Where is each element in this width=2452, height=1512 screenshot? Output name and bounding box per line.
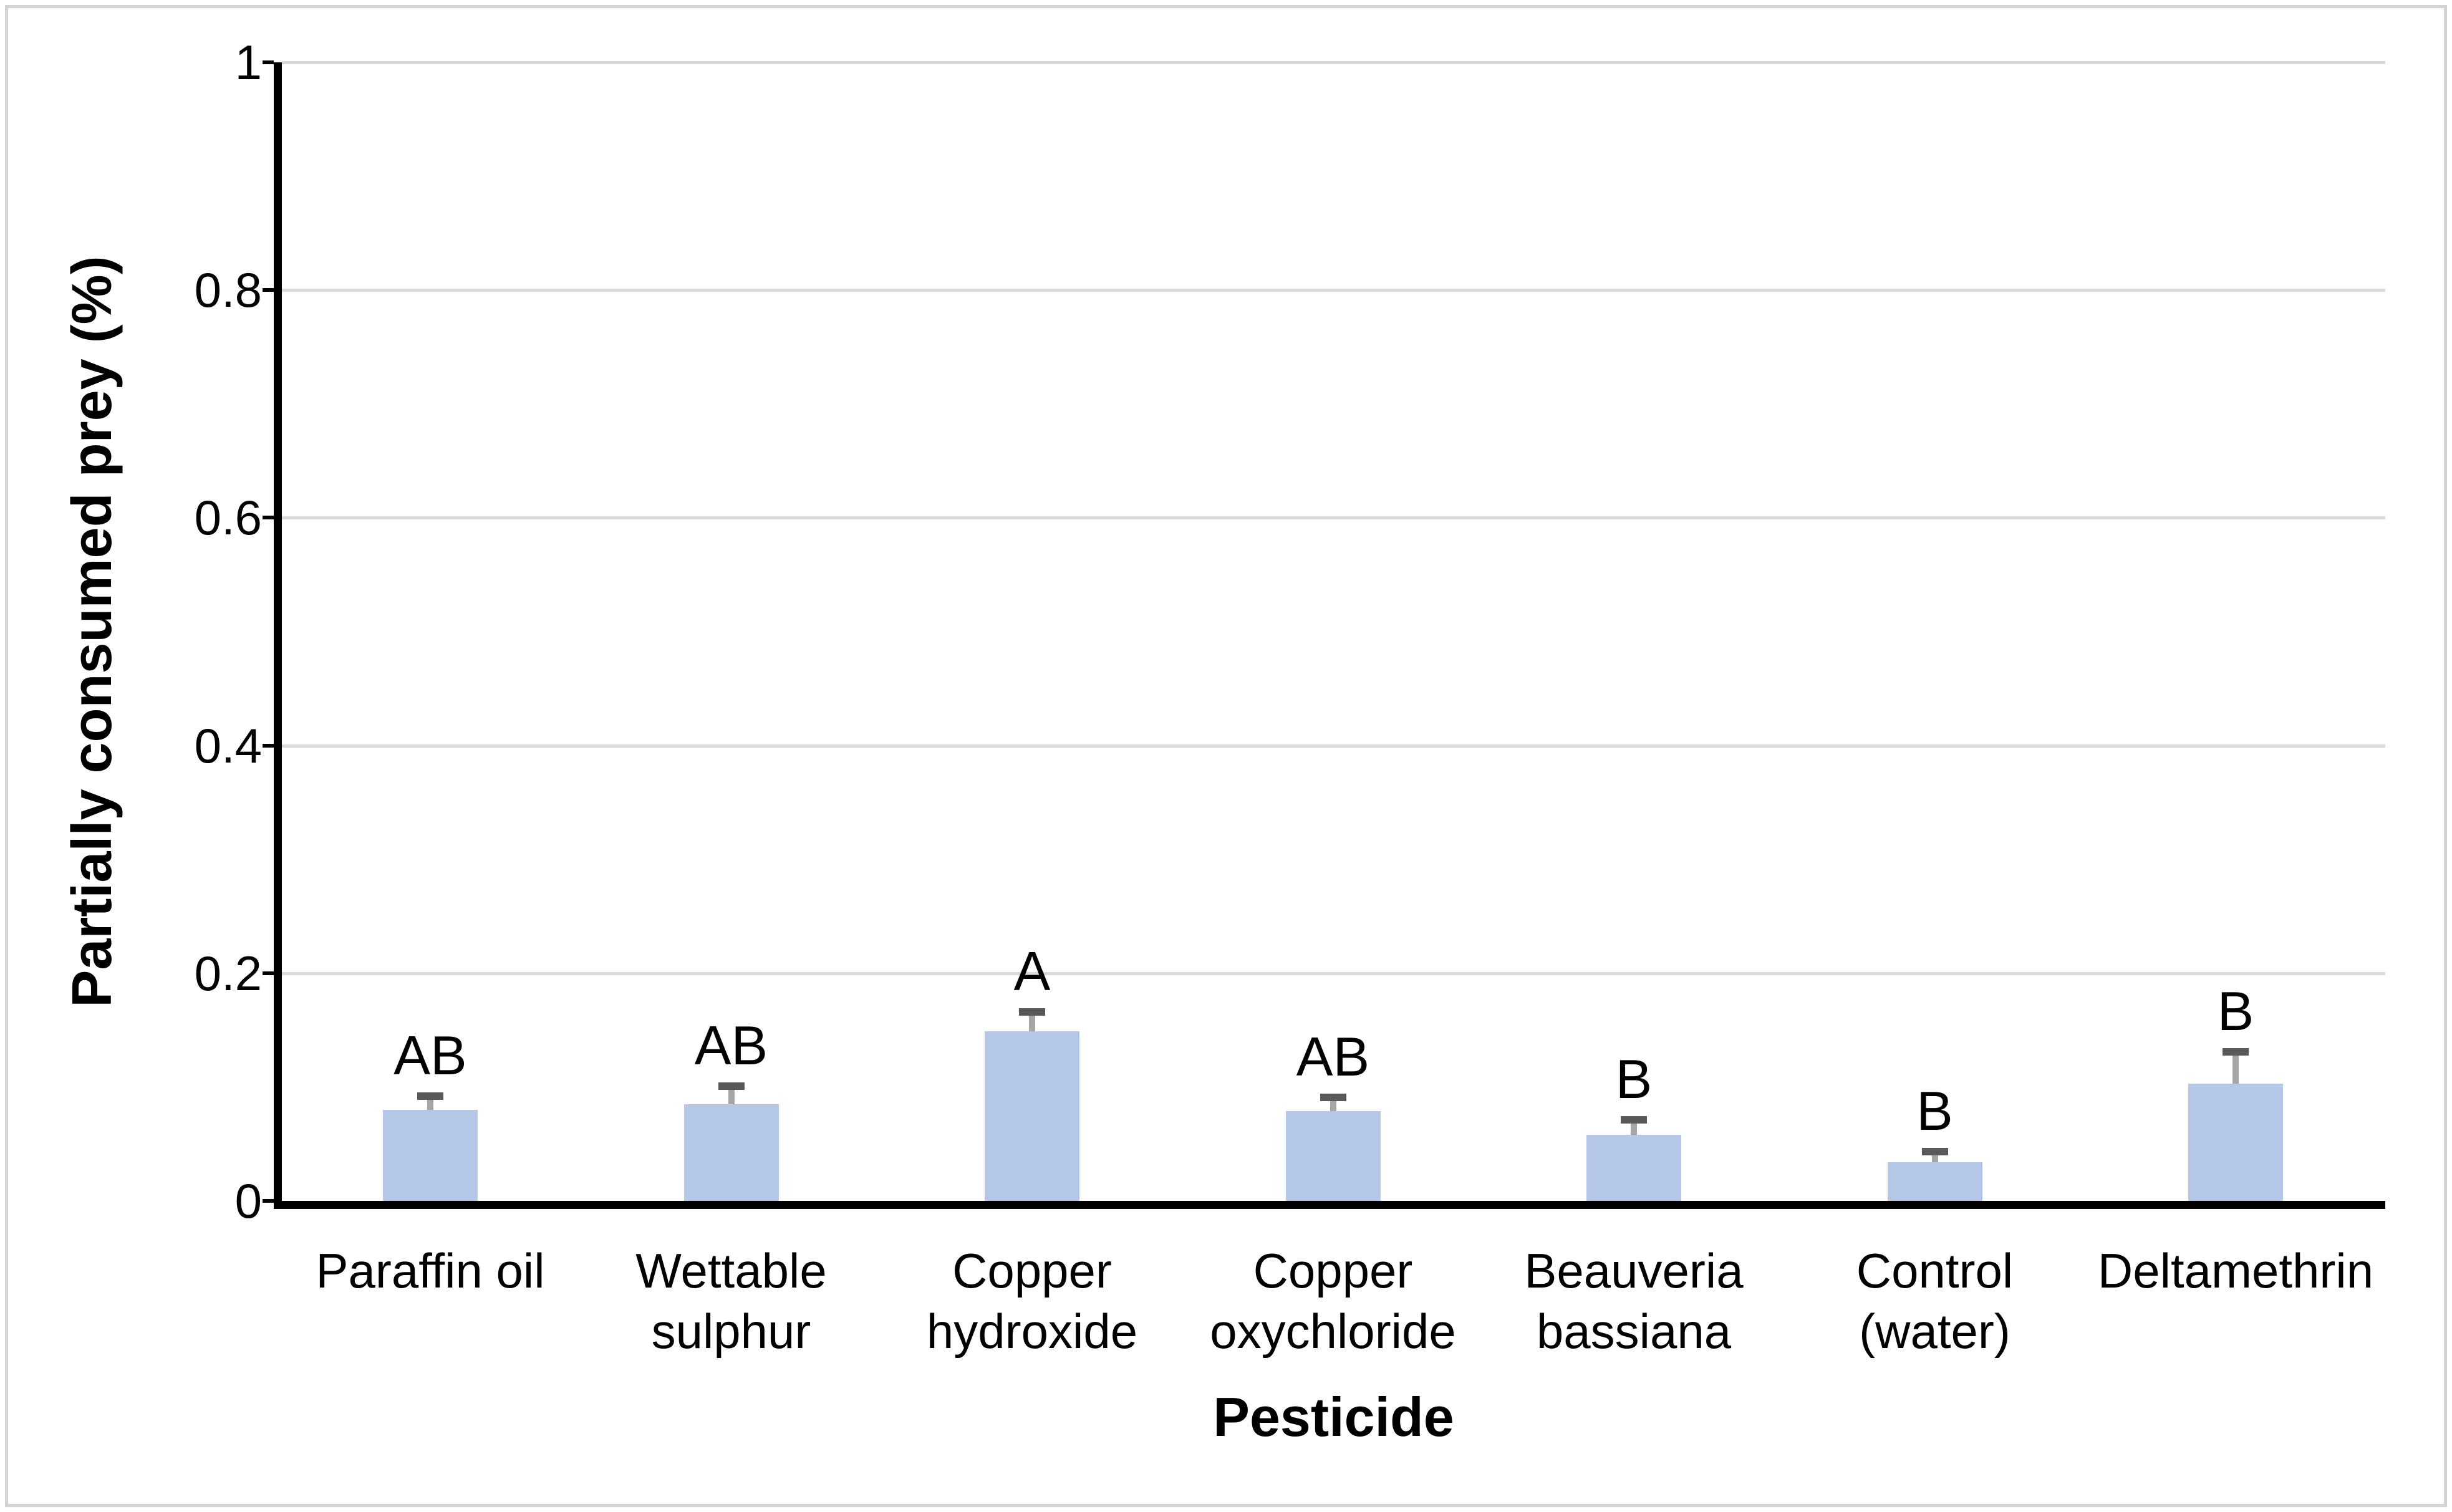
y-tick-label: 0.8 — [194, 262, 262, 318]
x-category-label: Copper oxychloride — [1210, 1243, 1456, 1359]
bar — [985, 1031, 1079, 1201]
y-axis-title: Partially consumed prey (%) — [61, 256, 123, 1008]
gridline — [282, 744, 2385, 748]
y-tick-label: 0.4 — [194, 718, 262, 773]
bar — [683, 1104, 779, 1201]
bar — [383, 1109, 478, 1201]
error-bar-whisker — [728, 1086, 735, 1104]
sig-letter: B — [2217, 980, 2254, 1042]
bar — [1285, 1110, 1381, 1201]
bar — [2188, 1083, 2283, 1201]
gridline — [282, 61, 2385, 64]
y-tick-mark — [263, 288, 274, 292]
y-tick-label: 0.6 — [194, 490, 262, 546]
error-bar-cap — [718, 1082, 745, 1090]
error-bar-whisker — [427, 1096, 433, 1110]
sig-letter: AB — [393, 1024, 467, 1086]
sig-letter: B — [1615, 1048, 1653, 1110]
error-bar-cap — [1320, 1093, 1346, 1101]
error-bar-whisker — [2232, 1051, 2239, 1084]
sig-letter: AB — [1296, 1025, 1370, 1087]
error-bar-cap — [1621, 1116, 1647, 1124]
x-axis-title: Pesticide — [1213, 1386, 1454, 1448]
x-category-label: Wettable sulphur — [635, 1243, 827, 1359]
x-category-label: Beauveria bassiana — [1524, 1243, 1744, 1359]
y-axis-line — [274, 62, 282, 1209]
y-tick-mark — [263, 60, 274, 64]
gridline — [282, 516, 2385, 520]
bar — [1887, 1162, 1982, 1201]
x-category-label: Control (water) — [1856, 1243, 2014, 1359]
y-tick-mark — [263, 1199, 274, 1203]
gridline — [282, 971, 2385, 975]
y-tick-label: 1 — [234, 35, 262, 90]
x-axis-line — [274, 1201, 2385, 1209]
y-tick-label: 0 — [234, 1173, 262, 1228]
y-tick-mark — [263, 971, 274, 975]
sig-letter: B — [1916, 1080, 1953, 1142]
error-bar-whisker — [1330, 1097, 1336, 1111]
x-category-label: Paraffin oil — [316, 1243, 545, 1298]
error-bar-cap — [1921, 1148, 1948, 1156]
sig-letter: A — [1013, 940, 1051, 1002]
bar — [1586, 1135, 1681, 1201]
x-category-label: Copper hydroxide — [926, 1243, 1138, 1359]
x-category-label: Deltamethrin — [2097, 1243, 2374, 1298]
y-tick-label: 0.2 — [194, 945, 262, 1001]
error-bar-whisker — [1631, 1120, 1637, 1135]
y-tick-mark — [263, 743, 274, 748]
error-bar-cap — [2223, 1047, 2249, 1056]
error-bar-whisker — [1029, 1011, 1035, 1031]
error-bar-cap — [1019, 1008, 1045, 1016]
sig-letter: AB — [694, 1014, 768, 1076]
y-tick-mark — [263, 516, 274, 520]
error-bar-whisker — [1931, 1152, 1938, 1162]
gridline — [282, 289, 2385, 292]
error-bar-cap — [417, 1092, 443, 1100]
